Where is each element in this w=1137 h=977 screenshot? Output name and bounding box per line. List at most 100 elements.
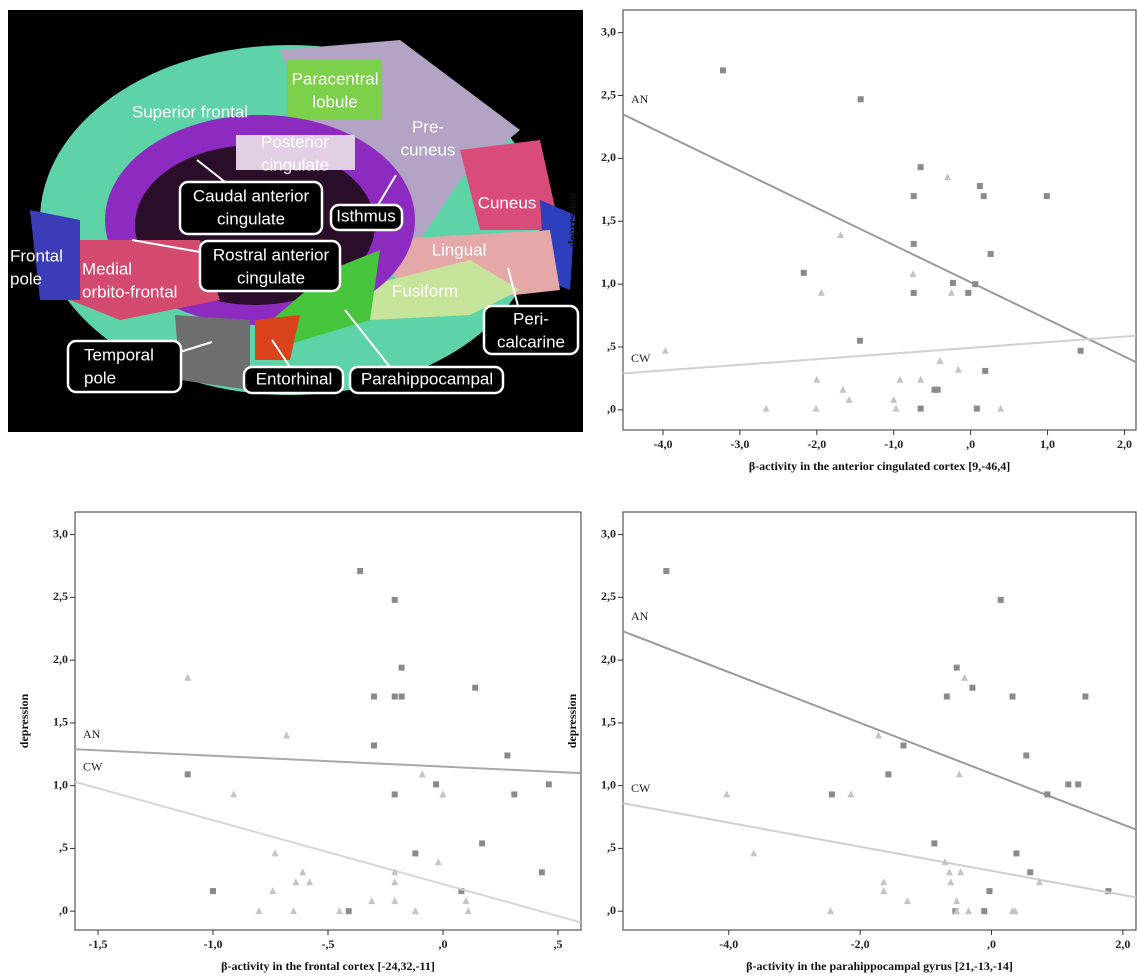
point [957,868,964,875]
point [392,694,398,700]
point [987,888,993,894]
region-label: Paracentral [292,69,379,88]
y-tick-label: 1,5 [53,715,68,729]
point [965,290,971,296]
point [813,376,820,383]
y-tick-label: 1,5 [601,213,616,227]
point [988,251,994,257]
region-label: Temporal [84,345,154,364]
region-label: Medial [82,259,132,278]
point [839,386,846,393]
region-label: cingulate [261,155,329,174]
plot-frame [75,512,581,930]
x-tick-label: 2,0 [1117,437,1132,451]
point [346,908,352,914]
point [412,907,419,914]
point [1010,694,1016,700]
brain-region [175,315,250,390]
point [184,674,191,681]
region-label: Cuneus [478,193,537,212]
point [965,907,972,914]
point [880,887,887,894]
point [998,597,1004,603]
point [299,868,306,875]
point [918,406,924,412]
x-tick-label: ,0 [439,937,448,951]
point [827,907,834,914]
point [763,405,770,412]
point [290,907,297,914]
point [837,231,844,238]
point [948,289,955,296]
point [1078,348,1084,354]
page: ParacentrallobuleSuperior frontalPosteri… [0,0,1137,977]
point [391,897,398,904]
region-label: Frontal [10,246,63,265]
y-tick-label: 1,0 [601,777,616,791]
region-label: Caudal anterior [193,186,310,205]
point [953,897,960,904]
point [1013,850,1019,856]
point [981,908,987,914]
region-label: Posterior [261,132,329,151]
point [911,193,917,199]
point [911,290,917,296]
point [918,164,924,170]
y-tick-label: 3,0 [601,24,616,38]
point [956,770,963,777]
point [1044,791,1050,797]
fit-line-label: AN [83,727,101,741]
point [435,858,442,865]
point [269,887,276,894]
point [857,338,863,344]
y-tick-label: ,5 [607,339,616,353]
y-tick-label: 1,0 [53,777,68,791]
point [1023,753,1029,759]
point [801,270,807,276]
fit-line [623,631,1136,829]
region-label: Entorhinal [256,369,333,388]
x-tick-label: -2,0 [807,437,826,451]
point [974,406,980,412]
point [433,781,439,787]
y-tick-label: 3,0 [53,526,68,540]
point [846,396,853,403]
x-tick-label: -4,0 [719,937,738,951]
y-axis-title: depression [565,192,579,247]
point [465,907,472,914]
point [900,742,906,748]
point [1082,694,1088,700]
point [283,731,290,738]
point [911,241,917,247]
point [1065,781,1071,787]
region-label: cingulate [237,268,305,287]
fit-line-label: CW [631,351,651,365]
region-label: orbito-frontal [82,282,177,301]
x-tick-label: 1,0 [1040,437,1055,451]
y-tick-label: 2,0 [601,652,616,666]
point [463,897,470,904]
point [391,878,398,885]
y-tick-label: 1,0 [601,276,616,290]
y-tick-label: ,0 [607,402,616,416]
point [829,791,835,797]
point [972,281,978,287]
point [931,840,937,846]
region-label: calcarine [497,332,565,351]
point [472,685,478,691]
region-label: Peri- [513,309,549,328]
y-axis-title: depression [565,693,579,748]
point [885,771,891,777]
point [896,376,903,383]
point [663,568,669,574]
y-tick-label: 2,5 [601,87,616,101]
point [720,67,726,73]
point [723,790,730,797]
x-tick-label: -1,5 [89,937,108,951]
x-axis-title: β-activity in the anterior cingulated co… [749,459,1010,473]
x-tick-label: ,0 [987,937,996,951]
y-tick-label: ,5 [607,840,616,854]
point [961,674,968,681]
y-tick-label: ,0 [607,903,616,917]
point [368,897,375,904]
